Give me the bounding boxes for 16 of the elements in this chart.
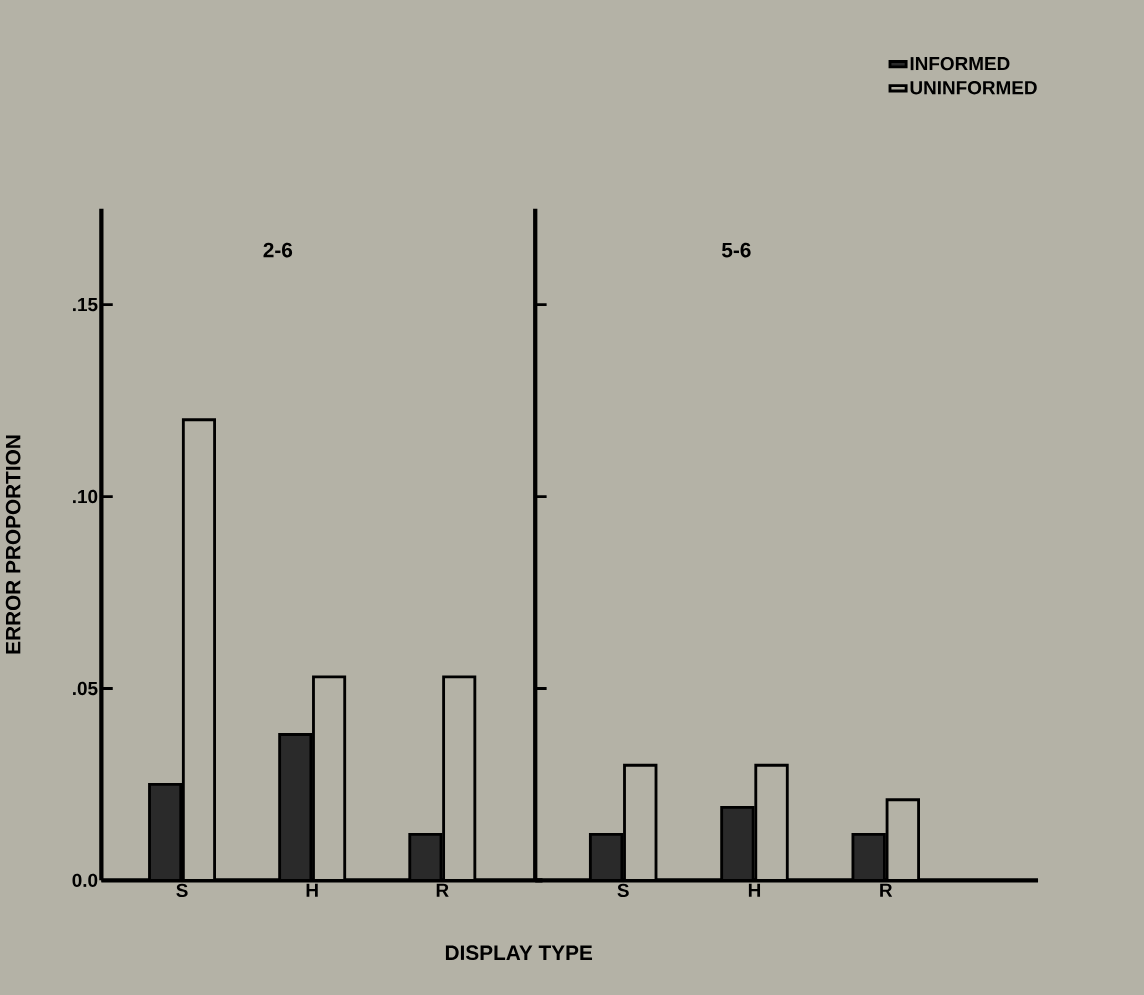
y-axis-title: ERROR PROPORTION	[5, 435, 21, 654]
y-tick-label: .15	[73, 297, 98, 312]
y-tick-label: 0.0	[72, 873, 98, 887]
x-tick-label: H	[306, 883, 318, 897]
x-tick-label: R	[880, 883, 893, 897]
text: 2-6	[263, 242, 293, 258]
x-axis-title: DISPLAY TYPE	[445, 945, 593, 961]
text: 5-6	[721, 242, 751, 258]
x-tick-label: R	[436, 883, 449, 897]
legend-label: UNINFORMED	[910, 80, 1037, 95]
x-tick-label: S	[176, 883, 188, 897]
x-tick-label: S	[617, 883, 629, 897]
legend-label: INFORMED	[910, 56, 1010, 71]
x-tick-label: H	[748, 883, 761, 897]
y-tick-label: .10	[73, 489, 98, 504]
y-tick-label: .05	[73, 681, 98, 696]
